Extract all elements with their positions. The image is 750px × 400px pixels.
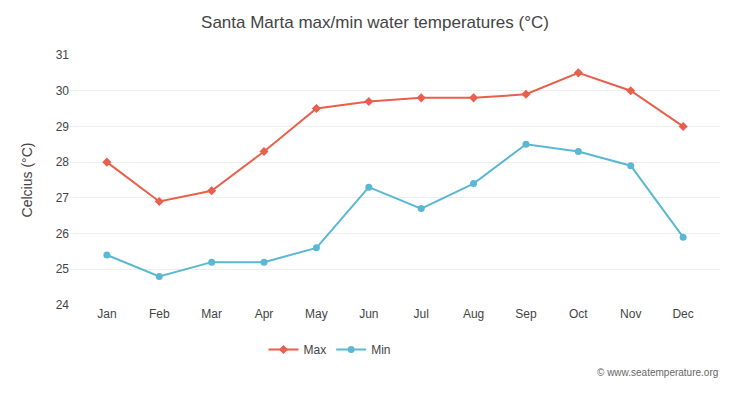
svg-text:Feb: Feb [149,307,170,321]
svg-text:27: 27 [56,191,70,205]
svg-text:Nov: Nov [620,307,641,321]
svg-text:Dec: Dec [672,307,693,321]
svg-text:Apr: Apr [255,307,274,321]
svg-text:Sep: Sep [515,307,537,321]
svg-text:Max: Max [304,343,327,357]
svg-text:Santa Marta max/min water temp: Santa Marta max/min water temperatures (… [201,13,549,32]
svg-text:Min: Min [371,343,390,357]
svg-text:Celcius (°C): Celcius (°C) [19,143,35,218]
svg-text:30: 30 [56,84,70,98]
svg-text:Mar: Mar [201,307,222,321]
svg-text:28: 28 [56,155,70,169]
svg-text:© www.seatemperature.org: © www.seatemperature.org [597,367,718,378]
svg-text:Jan: Jan [97,307,116,321]
svg-text:Jul: Jul [414,307,429,321]
svg-text:26: 26 [56,227,70,241]
svg-text:Jun: Jun [359,307,378,321]
svg-text:25: 25 [56,262,70,276]
svg-text:29: 29 [56,120,70,134]
svg-text:Aug: Aug [463,307,484,321]
svg-text:24: 24 [56,298,70,312]
svg-text:Oct: Oct [569,307,588,321]
svg-text:31: 31 [56,48,70,62]
svg-text:May: May [305,307,328,321]
